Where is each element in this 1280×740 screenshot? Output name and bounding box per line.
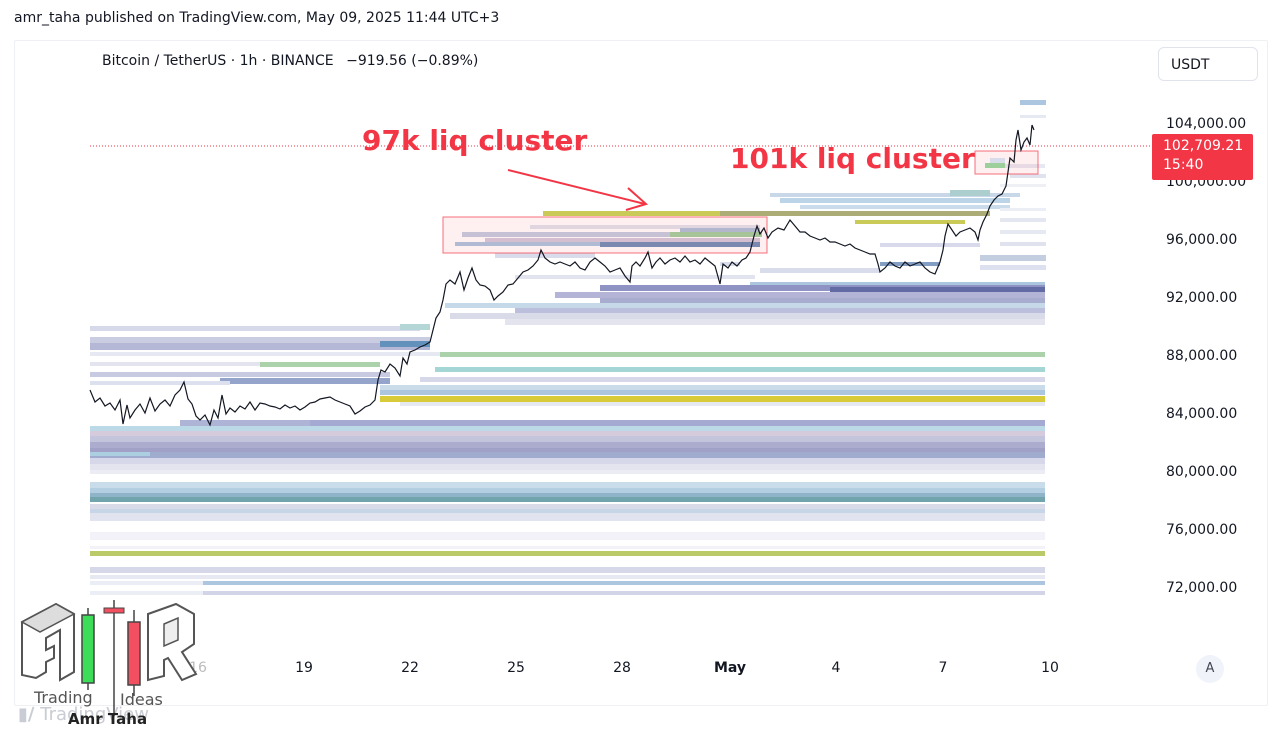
price-label: 84,000.00: [1166, 406, 1238, 422]
price-label: 76,000.00: [1166, 522, 1238, 538]
liquidation-heatmap: [90, 100, 1046, 595]
time-label: 22: [401, 660, 419, 676]
chart-frame: [14, 40, 1268, 706]
time-label: 28: [613, 660, 631, 676]
tradingview-watermark: ▮∕ TradingView: [18, 704, 149, 725]
logo-author-text: Amr Taha: [68, 710, 148, 728]
currency-button[interactable]: USDT: [1158, 47, 1258, 81]
current-price: 102,709.21: [1163, 138, 1244, 154]
tradingview-logo-icon: ▮∕: [18, 704, 35, 725]
publisher-line: amr_taha published on TradingView.com, M…: [14, 10, 500, 26]
auto-scale-button[interactable]: A: [1196, 655, 1224, 683]
price-change: −919.56 (−0.89%): [346, 53, 479, 69]
price-series: [89, 124, 1035, 427]
time-label: 25: [507, 660, 525, 676]
cluster-97k-box: [442, 216, 768, 254]
price-label: 80,000.00: [1166, 464, 1238, 480]
time-label: 19: [295, 660, 313, 676]
time-label: 4: [831, 660, 841, 676]
bar-countdown: 15:40: [1163, 157, 1204, 173]
time-label: May: [713, 660, 747, 676]
annotation-97k: 97k liq cluster: [362, 124, 588, 157]
current-price-tag: 102,709.21 15:40: [1152, 134, 1253, 180]
price-label: 104,000.00: [1166, 116, 1247, 132]
annotation-101k: 101k liq cluster: [730, 142, 975, 175]
symbol-title: Bitcoin / TetherUS · 1h · BINANCE −919.5…: [102, 53, 478, 69]
time-label: 10: [1041, 660, 1059, 676]
time-label: 7: [938, 660, 948, 676]
author-logo-icon: [20, 600, 198, 716]
logo-ideas-text: Ideas: [120, 690, 163, 709]
cluster-101k-box: [974, 150, 1039, 175]
price-label: 88,000.00: [1166, 348, 1238, 364]
price-label: 92,000.00: [1166, 290, 1238, 306]
arrow-icon: [507, 169, 649, 211]
symbol-label: Bitcoin / TetherUS · 1h · BINANCE: [102, 53, 334, 69]
price-label: 96,000.00: [1166, 232, 1238, 248]
logo-trading-text: Trading: [34, 688, 93, 707]
price-label: 72,000.00: [1166, 580, 1238, 596]
